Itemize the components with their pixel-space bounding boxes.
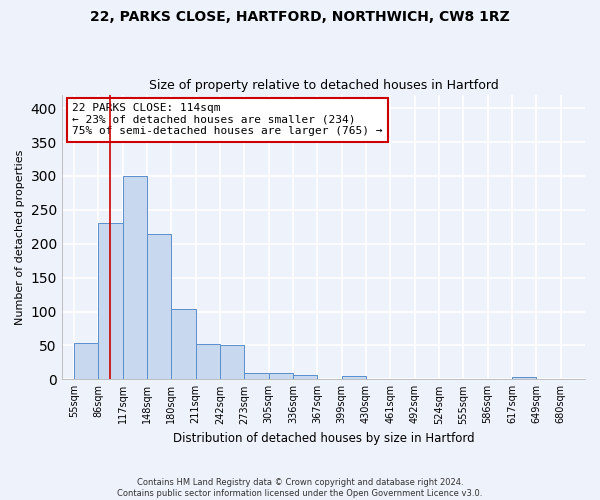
Bar xyxy=(244,372,269,380)
Bar xyxy=(269,372,293,380)
Bar xyxy=(341,376,366,380)
Bar xyxy=(512,376,536,380)
Bar xyxy=(293,374,317,380)
Y-axis label: Number of detached properties: Number of detached properties xyxy=(15,149,25,324)
Bar xyxy=(220,346,244,380)
Bar xyxy=(74,344,98,380)
Text: 22 PARKS CLOSE: 114sqm
← 23% of detached houses are smaller (234)
75% of semi-de: 22 PARKS CLOSE: 114sqm ← 23% of detached… xyxy=(72,103,383,136)
X-axis label: Distribution of detached houses by size in Hartford: Distribution of detached houses by size … xyxy=(173,432,474,445)
Bar xyxy=(172,310,196,380)
Text: Contains HM Land Registry data © Crown copyright and database right 2024.
Contai: Contains HM Land Registry data © Crown c… xyxy=(118,478,482,498)
Text: 22, PARKS CLOSE, HARTFORD, NORTHWICH, CW8 1RZ: 22, PARKS CLOSE, HARTFORD, NORTHWICH, CW… xyxy=(90,10,510,24)
Title: Size of property relative to detached houses in Hartford: Size of property relative to detached ho… xyxy=(149,79,498,92)
Bar xyxy=(98,224,122,380)
Bar xyxy=(122,176,147,380)
Bar xyxy=(147,234,172,380)
Bar xyxy=(196,344,220,380)
